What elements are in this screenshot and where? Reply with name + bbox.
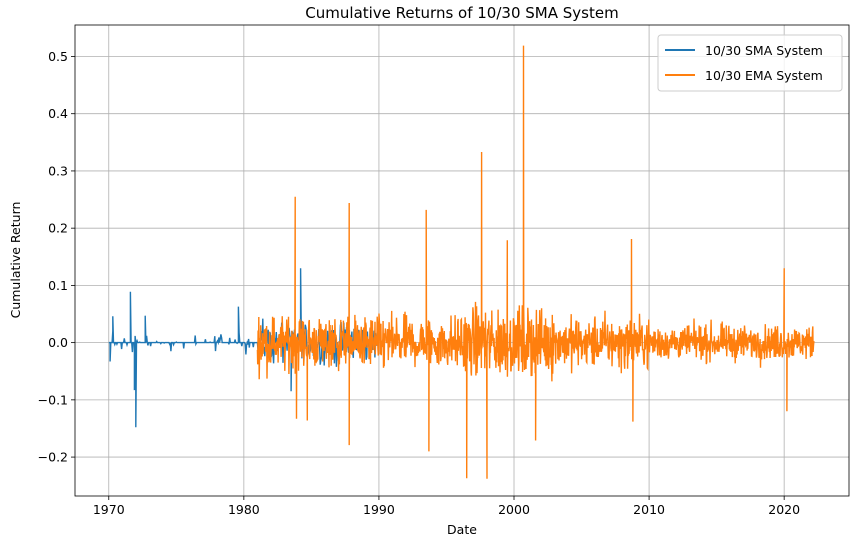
y-axis: −0.2 −0.1 0.0 0.1 0.2 0.3 0.4 0.5 — [38, 49, 75, 465]
x-tick-label: 1970 — [93, 502, 125, 517]
y-tick-label: 0.4 — [48, 106, 68, 121]
series-layer — [108, 45, 815, 479]
x-tick-label: 1990 — [363, 502, 395, 517]
x-axis-label: Date — [447, 522, 477, 537]
x-tick-label: 1980 — [228, 502, 260, 517]
x-tick-label: 2020 — [768, 502, 800, 517]
y-tick-label: 0.5 — [48, 49, 68, 64]
series-line-ema — [256, 45, 815, 479]
legend-label-ema: 10/30 EMA System — [705, 68, 823, 83]
y-axis-label: Cumulative Return — [8, 202, 23, 319]
y-tick-label: 0.2 — [48, 221, 68, 236]
plot-area — [75, 25, 849, 496]
plot-frame — [74, 24, 850, 497]
y-tick-label: 0.0 — [48, 335, 68, 350]
legend: 10/30 SMA System 10/30 EMA System — [657, 34, 843, 92]
x-tick-label: 2000 — [498, 502, 530, 517]
x-axis: 1970 1980 1990 2000 2010 2020 — [93, 496, 800, 517]
y-tick-label: 0.3 — [48, 163, 68, 178]
y-tick-label: −0.1 — [38, 392, 68, 407]
legend-box — [657, 34, 843, 92]
legend-label-sma: 10/30 SMA System — [705, 43, 823, 58]
x-tick-label: 2010 — [633, 502, 665, 517]
chart-title: Cumulative Returns of 10/30 SMA System — [305, 4, 618, 22]
y-tick-label: −0.2 — [38, 450, 68, 465]
y-tick-label: 0.1 — [48, 278, 68, 293]
